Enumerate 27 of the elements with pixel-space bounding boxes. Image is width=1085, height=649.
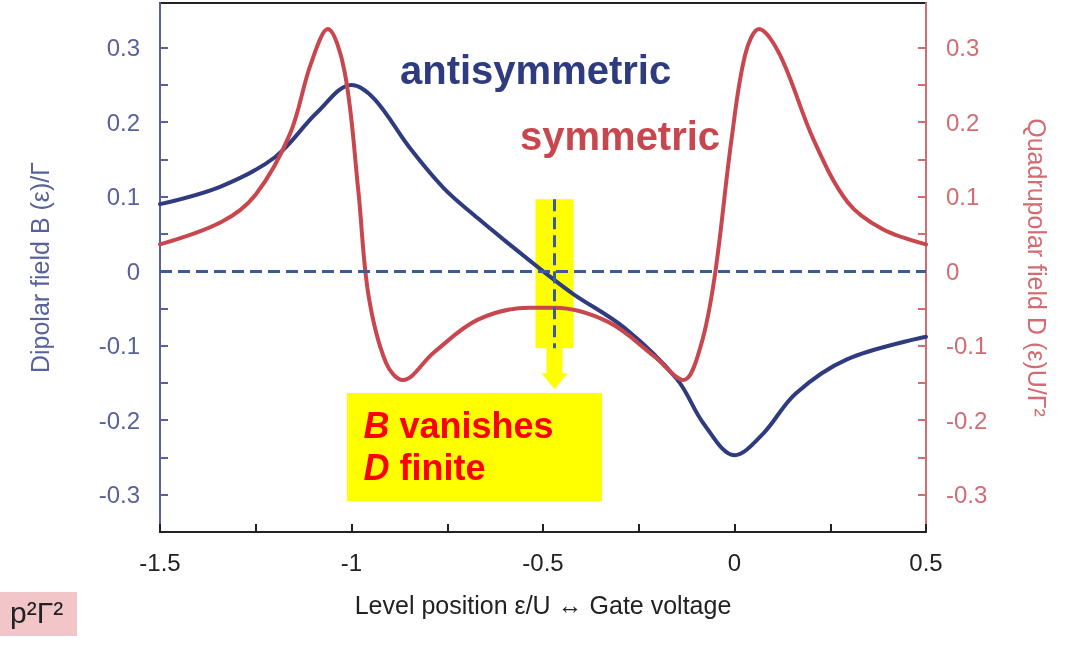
x-tick-label: -1: [340, 548, 363, 576]
y-tick-label: -0.2: [98, 406, 140, 434]
y2-tick-label: -0.2: [946, 406, 988, 434]
y-tick-label: 0.2: [106, 108, 140, 136]
x-tick-label: 0.5: [909, 548, 943, 576]
x-tick-label: -0.5: [522, 548, 564, 576]
y2-tick-label: -0.3: [946, 481, 988, 509]
text: p²Γ²: [0, 592, 78, 636]
y2-tick-label: 0.3: [946, 34, 980, 62]
y2-tick-label: 0: [946, 257, 960, 285]
y-tick-label: -0.3: [98, 481, 140, 509]
x-tick-label: 0: [727, 548, 742, 576]
y-axis-title: Dipolar field B (ε)/Γ: [25, 161, 54, 374]
series-label: antisymmetric: [400, 48, 672, 92]
line-series: [158, 27, 928, 383]
y2-tick-label: 0.2: [946, 108, 980, 136]
series-label: symmetric: [520, 114, 721, 158]
x-axis-title: Level position ε/U ↔ Gate voltage: [354, 590, 732, 619]
y2-axis-title: Quadrupolar field D (ε)U/Γ²: [1022, 118, 1051, 417]
y2-tick-label: 0.1: [946, 183, 980, 211]
y2-tick-label: -0.1: [946, 332, 988, 360]
y-tick-label: 0.3: [106, 34, 140, 62]
y-tick-label: -0.1: [98, 332, 140, 360]
y-tick-label: 0.1: [106, 183, 140, 211]
annotation: B vanishes D finite: [363, 405, 555, 490]
x-tick-label: -1.5: [139, 548, 181, 576]
y-tick-label: 0: [126, 257, 140, 285]
